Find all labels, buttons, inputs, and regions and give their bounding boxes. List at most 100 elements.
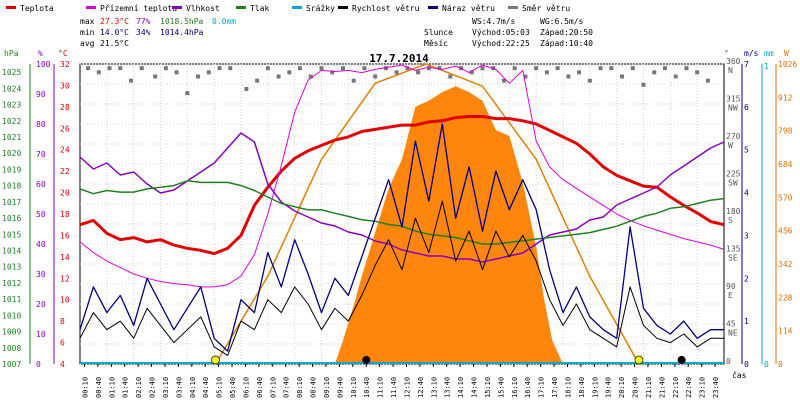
x-tick-label: 12:10	[403, 377, 411, 398]
astro-block: WS:4.7m/s WG:6.5m/s Slunce Východ:05:03 …	[424, 17, 593, 48]
w-tick-label: 684	[778, 160, 793, 169]
ms-tick-label: 5	[744, 146, 749, 155]
sun-set: Západ:20:50	[540, 28, 593, 37]
hpa-tick-label: 1007	[2, 360, 21, 369]
series-line	[79, 200, 724, 356]
w-tick-label: 912	[778, 93, 793, 102]
dir-tick-label: 90	[726, 282, 736, 291]
w-tick-label: 570	[778, 193, 793, 202]
hpa-tick-label: 1011	[2, 295, 21, 304]
sun-rise: Východ:05:03	[472, 28, 530, 37]
wind-dir-point	[351, 78, 356, 83]
wind-dir-point	[86, 66, 91, 71]
dir-cardinal-label: SE	[728, 254, 738, 263]
hpa-tick-label: 1013	[2, 263, 21, 272]
x-tick-label: 14:40	[471, 377, 479, 398]
x-tick-label: 21:40	[658, 377, 666, 398]
x-tick-label: 08:10	[296, 377, 304, 398]
x-tick-label: 18:10	[564, 377, 572, 398]
series-line	[79, 115, 725, 256]
legend-label: Rychlost větru	[352, 4, 420, 13]
wind-dir-point	[705, 78, 710, 83]
pct-tick-label: 50	[36, 210, 46, 219]
x-tick-label: 08:40	[310, 377, 318, 398]
pct-tick-label: 70	[36, 150, 46, 159]
moon-rise: Východ:22:25	[472, 39, 530, 48]
pct-tick-label: 100	[36, 60, 51, 69]
x-tick-label: 01:10	[108, 377, 116, 398]
wind-dir-point	[319, 66, 324, 71]
legend-label: Tlak	[250, 4, 269, 13]
legend-swatch	[508, 6, 518, 9]
pct-tick-label: 30	[36, 270, 46, 279]
wind-dir-point	[641, 82, 646, 87]
x-tick-label: 15:10	[484, 377, 492, 398]
dir-tick-label: 225	[726, 170, 741, 179]
wind-dir-point	[555, 66, 560, 71]
wind-dir-point	[308, 74, 313, 79]
wind-dir-point	[185, 91, 190, 96]
x-tick-label: 12:40	[417, 377, 425, 398]
x-tick-label: 01:40	[122, 377, 130, 398]
wind-dir-point	[620, 74, 625, 79]
wind-dir-point	[469, 70, 474, 75]
x-tick-label: 06:40	[256, 377, 264, 398]
dir-tick-label: 0	[726, 357, 731, 366]
wind-dir-point	[523, 74, 528, 79]
legend-swatch	[6, 6, 16, 9]
stats-max-rain: 0.0mm	[212, 17, 236, 26]
stats-max-hum: 77%	[136, 17, 151, 26]
wind-dir-point	[598, 66, 603, 71]
x-tick-label: 03:10	[162, 377, 170, 398]
temp-tick-label: 22	[60, 167, 70, 176]
wind-dir-point	[394, 70, 399, 75]
wind-dir-point	[153, 74, 158, 79]
wind-dir-point	[265, 66, 270, 71]
hpa-tick-label: 1023	[2, 101, 21, 110]
series-solar-theoretical	[214, 63, 640, 365]
hpa-tick-label: 1009	[2, 328, 21, 337]
w-tick-label: 228	[778, 293, 793, 302]
axis-header-ms: m/s	[744, 49, 759, 58]
wind-dir-point	[448, 74, 453, 79]
x-tick-label: 16:40	[524, 377, 532, 398]
wind-dir-point	[276, 74, 281, 79]
w-tick-label: 1026	[778, 60, 797, 69]
temp-tick-label: 24	[60, 146, 70, 155]
x-tick-label: 13:10	[430, 377, 438, 398]
dir-cardinal-label: W	[728, 141, 733, 150]
hpa-tick-label: 1018	[2, 182, 21, 191]
w-tick-label: 114	[778, 327, 793, 336]
x-tick-label: 20:10	[618, 377, 626, 398]
x-tick-label: 17:40	[551, 377, 559, 398]
hpa-tick-label: 1024	[2, 84, 21, 93]
dir-cardinal-label: N	[728, 66, 733, 75]
temp-tick-label: 28	[60, 103, 70, 112]
chart-title: 17.7.2014	[369, 52, 429, 65]
pct-tick-label: 10	[36, 330, 46, 339]
axis-header-pct: %	[38, 49, 43, 58]
stats-min-hum: 34%	[136, 28, 151, 37]
moon-set: Západ:10:40	[540, 39, 593, 48]
wind-dir-point	[228, 66, 233, 71]
hpa-tick-label: 1016	[2, 214, 21, 223]
moonset-marker	[362, 356, 371, 364]
wind-dir-point	[673, 74, 678, 79]
pct-tick-label: 90	[36, 90, 46, 99]
sunset-marker	[634, 355, 644, 365]
wind-dir-point	[139, 66, 144, 71]
hpa-tick-label: 1017	[2, 198, 21, 207]
x-tick-label: 04:10	[189, 377, 197, 398]
x-tick-label: 05:40	[229, 377, 237, 398]
w-tick-label: 798	[778, 127, 793, 136]
x-tick-label: 13:40	[444, 377, 452, 398]
wind-dir-point	[534, 66, 539, 71]
x-axis-unit: čas	[732, 370, 747, 380]
dir-tick-label: 45	[726, 320, 736, 329]
dir-tick-label: 135	[726, 245, 741, 254]
wind-dir-point	[362, 66, 367, 71]
axis-header-hpa: hPa	[4, 49, 19, 58]
x-tick-label: 10:40	[363, 377, 371, 398]
wind-dir-point	[255, 78, 260, 83]
